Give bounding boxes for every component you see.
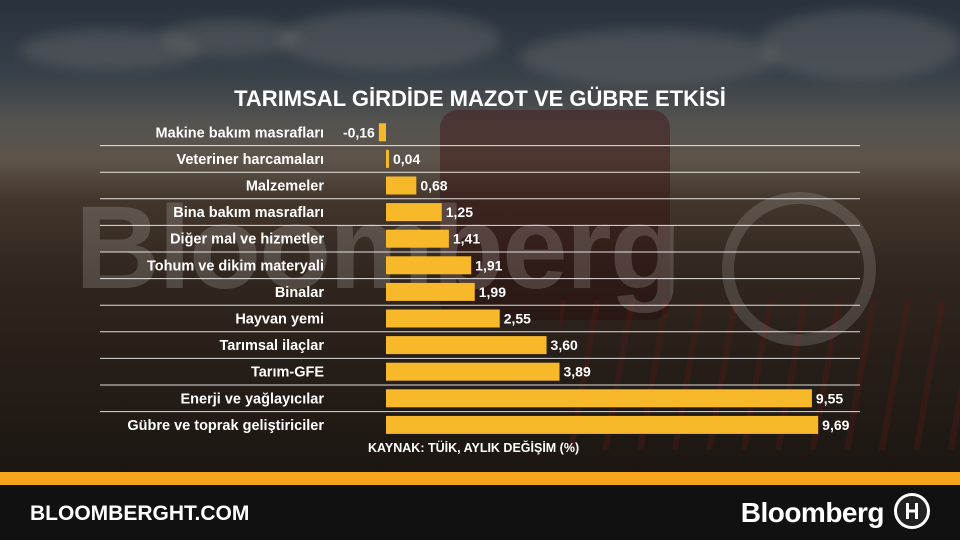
ht-logo-icon — [894, 493, 930, 529]
category-label: Veteriner harcamaları — [176, 152, 324, 168]
bar — [386, 389, 812, 408]
data-label: 1,99 — [479, 284, 506, 300]
tractor-image — [440, 110, 670, 320]
bar — [378, 123, 386, 142]
bar — [386, 149, 389, 168]
category-label: Hayvan yemi — [235, 312, 324, 328]
data-label: 0,04 — [393, 151, 420, 167]
category-label: Gübre ve toprak geliştiriciler — [127, 418, 324, 434]
chart-title: TARIMSAL GİRDİDE MAZOT VE GÜBRE ETKİSİ — [234, 86, 726, 111]
cloud — [520, 30, 780, 85]
cloud — [280, 10, 500, 70]
bar — [386, 176, 417, 195]
source-note: KAYNAK: TÜİK, AYLIK DEĞİŞİM (%) — [368, 441, 580, 455]
data-label: 9,55 — [816, 390, 843, 406]
bar — [386, 362, 560, 381]
category-label: Enerji ve yağlayıcılar — [181, 391, 325, 407]
category-label: Tohum ve dikim materyali — [147, 258, 324, 274]
data-label: 3,89 — [563, 364, 590, 380]
category-label: Tarımsal ilaçlar — [219, 338, 324, 354]
watermark-text: Bloomberg — [75, 182, 682, 314]
cloud — [160, 20, 300, 56]
bar — [386, 415, 819, 434]
category-label: Bina bakım masrafları — [173, 205, 324, 221]
bar — [386, 336, 547, 355]
category-label: Makine bakım masrafları — [156, 125, 324, 141]
data-label: 2,55 — [504, 311, 531, 327]
data-label: 1,91 — [475, 257, 502, 273]
bar — [386, 229, 449, 248]
category-label: Diğer mal ve hizmetler — [170, 232, 324, 248]
bar — [386, 282, 475, 301]
footer-url[interactable]: BLOOMBERGHT.COM — [30, 502, 250, 525]
data-label: -0,16 — [343, 124, 375, 140]
cloud — [20, 30, 200, 70]
data-label: 3,60 — [551, 337, 578, 353]
data-label: 9,69 — [822, 417, 849, 433]
footer-brand: Bloomberg — [740, 497, 885, 528]
footer-accent-bar — [0, 472, 960, 485]
data-label: 1,25 — [446, 204, 473, 220]
cloud — [760, 10, 960, 80]
bar-chart: Makine bakım masrafları -0,16 Veteriner ha… — [100, 123, 860, 434]
footer: BLOOMBERGHT.COM Bloomberg — [0, 485, 960, 540]
data-label: 0,68 — [420, 178, 447, 194]
bar — [386, 309, 500, 328]
bar — [386, 203, 442, 222]
bar — [386, 256, 472, 275]
category-label: Tarım-GFE — [251, 365, 324, 381]
category-label: Binalar — [275, 285, 325, 301]
category-label: Malzemeler — [246, 179, 325, 195]
data-label: 1,41 — [453, 231, 480, 247]
